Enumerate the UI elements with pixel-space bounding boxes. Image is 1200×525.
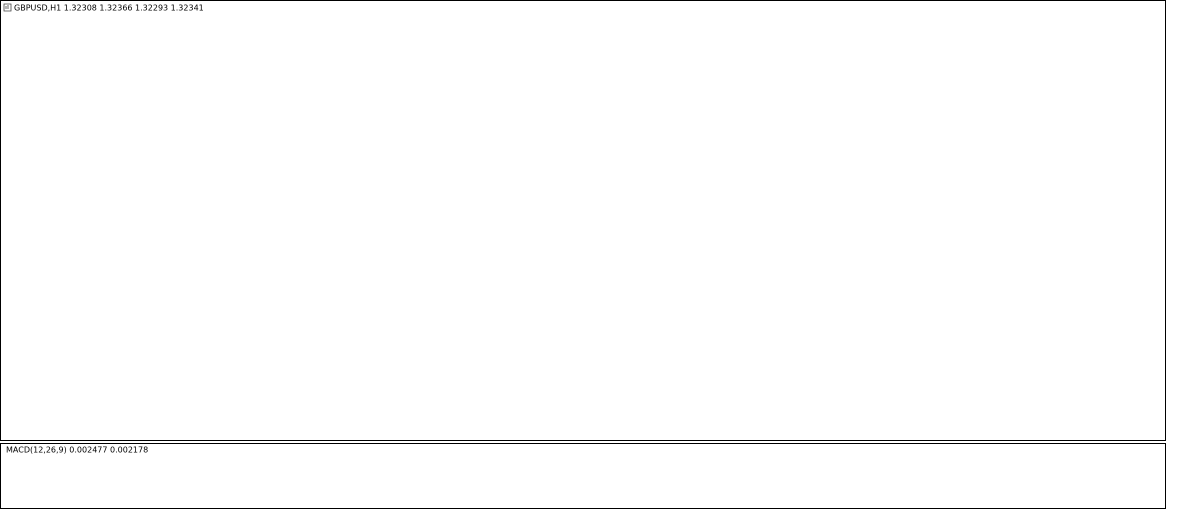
macd-panel <box>0 443 1166 509</box>
chart-title: GBPUSD,H1 1.32308 1.32366 1.32293 1.3234… <box>14 4 204 13</box>
symbol-icon <box>3 3 12 12</box>
macd-title: MACD(12,26,9) 0.002477 0.002178 <box>6 446 148 455</box>
main-panel <box>0 0 1166 441</box>
